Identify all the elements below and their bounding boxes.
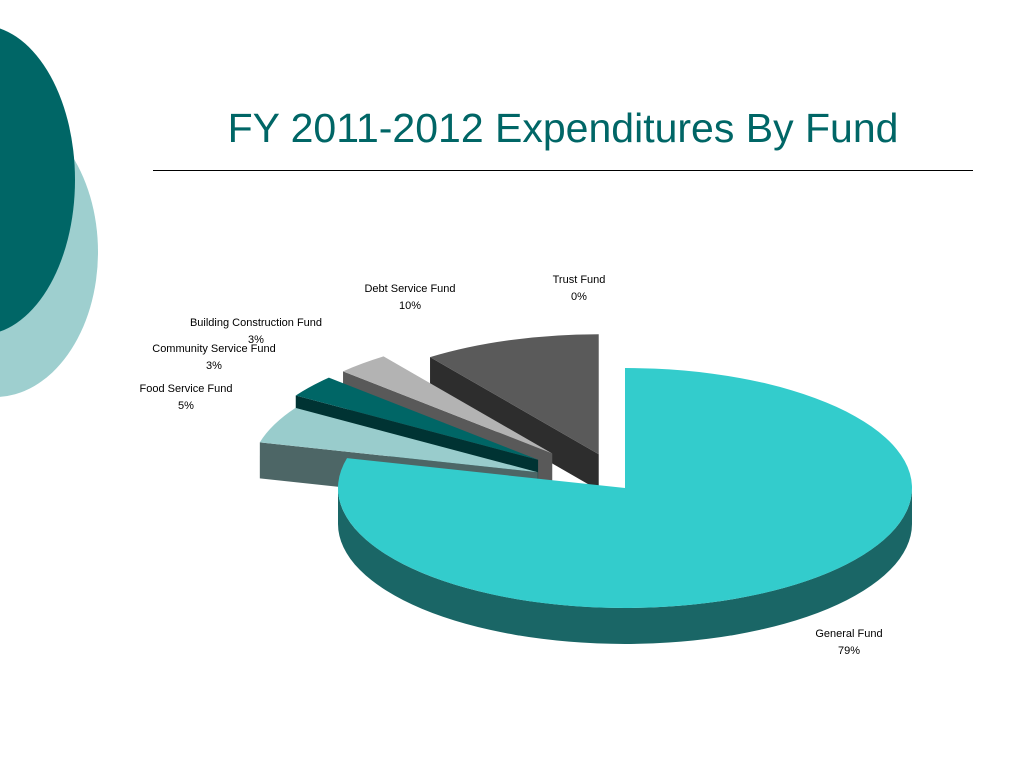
label-trust-fund: Trust Fund [553,274,606,286]
label-debt-service-fund: Debt Service Fund [364,283,455,295]
pct-label-building-construction-fund: 3% [248,334,264,346]
pct-label-community-service-fund: 3% [206,360,222,372]
slice-side-debt-service-fund [430,357,599,491]
slice-top-building-construction-fund [343,356,553,454]
slice-top-community-service-fund [295,377,539,460]
label-building-construction-fund: Building Construction Fund [190,317,322,329]
pct-label-trust-fund: 0% [571,291,587,303]
pie-slices [259,334,913,644]
slice-top-general-fund [338,368,913,609]
slice-top-debt-service-fund [430,334,599,455]
slice-general-fund [338,368,913,644]
label-community-service-fund: Community Service Fund [152,343,276,355]
slice-debt-service-fund [430,334,599,491]
pct-label-general-fund: 79% [838,645,860,657]
label-food-service-fund: Food Service Fund [140,383,233,395]
slide-title: FY 2011-2012 Expenditures By Fund [227,105,899,151]
title-divider [153,170,973,171]
slice-top-food-service-fund [259,407,538,473]
label-general-fund: General Fund [815,628,882,640]
dark-teal-circle [0,28,75,332]
pct-label-debt-service-fund: 10% [399,300,421,312]
slice-rim-general-fund [338,488,912,644]
pie-labels: General Fund 79% Food Service Fund 5% Commun… [140,274,883,657]
pct-label-food-service-fund: 5% [178,400,194,412]
